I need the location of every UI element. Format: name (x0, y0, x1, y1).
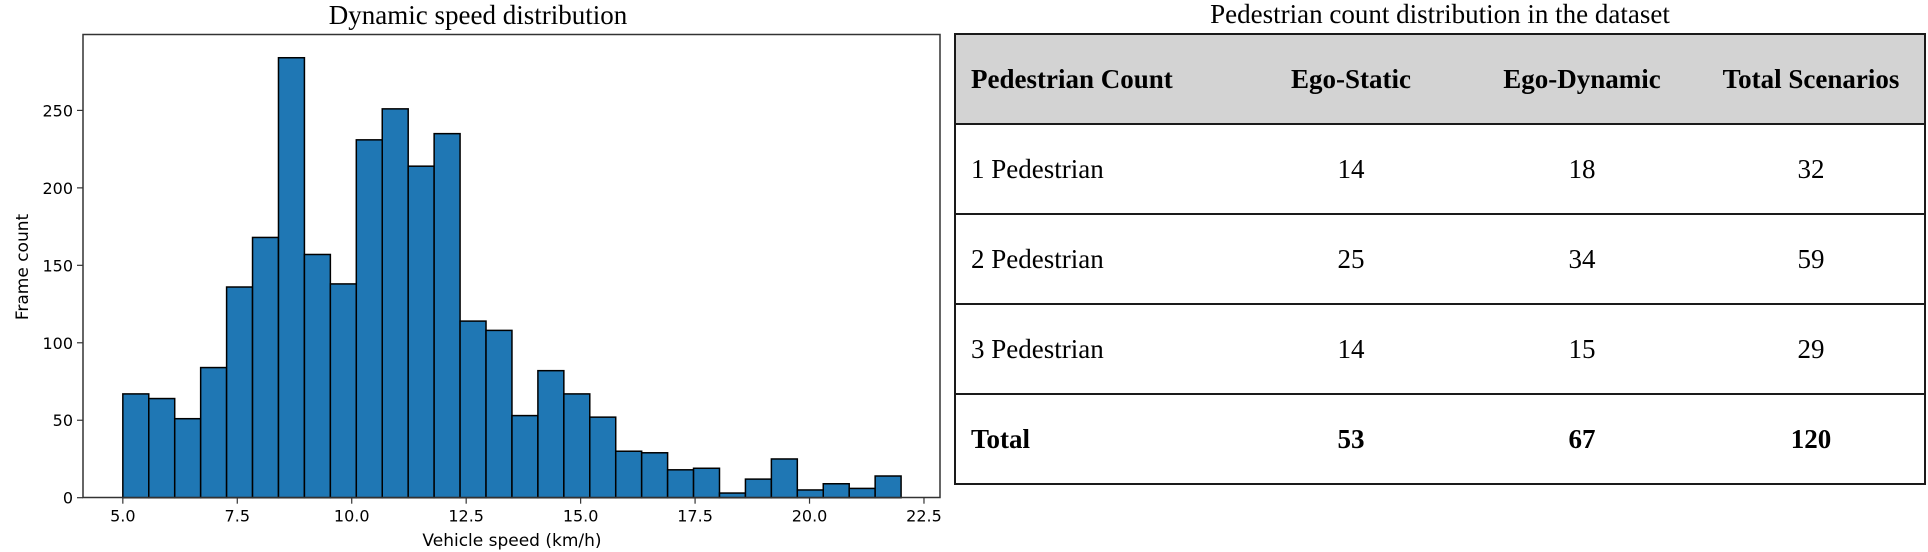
histogram-bars (122, 56, 902, 499)
x-tick-label: 20.0 (792, 507, 828, 526)
table-row: 1 Pedestrian 14 18 32 (954, 123, 1926, 215)
ego-static-value: 14 (1236, 123, 1466, 215)
header-total-scenarios: Total Scenarios (1698, 33, 1926, 125)
ego-dynamic-value: 34 (1466, 213, 1698, 305)
histogram-bar (614, 450, 643, 499)
table-title: Pedestrian count distribution in the dat… (1210, 0, 1670, 29)
histogram-bar (433, 132, 461, 499)
x-tick-label: 15.0 (563, 507, 599, 526)
histogram-bar (459, 320, 487, 499)
row-label: 3 Pedestrian (954, 303, 1236, 395)
histogram-bar (589, 416, 617, 499)
histogram-bar (537, 369, 565, 499)
table-header-row: Pedestrian Count Ego-Static Ego-Dynamic … (954, 33, 1926, 125)
histogram-bar (148, 397, 176, 499)
x-tick-label: 5.0 (110, 507, 135, 526)
total-scenarios-value: 29 (1698, 303, 1926, 395)
histogram-bar (225, 286, 254, 499)
plot-frame (82, 33, 941, 499)
histogram-bar (511, 414, 539, 499)
ego-static-value: 14 (1236, 303, 1466, 395)
y-tick-label: 100 (42, 334, 73, 353)
row-label: 1 Pedestrian (954, 123, 1236, 215)
histogram-bar (640, 452, 669, 499)
y-tick-label: 250 (42, 101, 73, 120)
histogram-bar (407, 165, 435, 499)
y-tick-label: 200 (42, 179, 73, 198)
histogram-bar (199, 366, 228, 499)
y-tick-label: 50 (53, 411, 73, 430)
histogram-chart: Dynamic speed distribution 5.0 7.5 10.0 12.… (13, 0, 942, 551)
histogram-bar (485, 329, 513, 499)
histogram-bar (173, 417, 202, 499)
ego-dynamic-value: 18 (1466, 123, 1698, 215)
histogram-bar (692, 467, 721, 499)
header-ego-static: Ego-Static (1236, 33, 1466, 125)
histogram-bar (770, 458, 799, 499)
ego-static-total: 53 (1236, 393, 1466, 485)
table-row: 3 Pedestrian 14 15 29 (954, 303, 1926, 395)
header-pedestrian-count: Pedestrian Count (954, 33, 1236, 125)
y-axis-ticks: 0 50 100 150 200 250 (42, 101, 83, 508)
histogram-bar (822, 483, 850, 499)
total-scenarios-value: 59 (1698, 213, 1926, 305)
histogram-bar (329, 283, 358, 499)
histogram-bar (848, 487, 876, 499)
ego-dynamic-value: 15 (1466, 303, 1698, 395)
row-label: 2 Pedestrian (954, 213, 1236, 305)
x-axis-ticks: 5.0 7.5 10.0 12.5 15.0 17.5 20.0 22.5 (110, 497, 942, 526)
histogram-bar (277, 56, 306, 499)
chart-title: Dynamic speed distribution (329, 0, 628, 30)
x-tick-label: 10.0 (334, 507, 370, 526)
table-row: 2 Pedestrian 25 34 59 (954, 213, 1926, 305)
x-tick-label: 17.5 (677, 507, 713, 526)
x-axis-label: Vehicle speed (km/h) (422, 531, 601, 551)
x-tick-label: 22.5 (906, 507, 942, 526)
row-label: Total (954, 393, 1236, 485)
histogram-bar (381, 108, 409, 499)
y-tick-label: 0 (63, 489, 73, 508)
total-scenarios-total: 120 (1698, 393, 1926, 485)
y-axis-label: Frame count (13, 214, 33, 321)
y-tick-label: 150 (42, 256, 73, 275)
histogram-bar (666, 469, 695, 499)
histogram-bar (251, 236, 280, 499)
histogram-bar (563, 393, 591, 499)
x-tick-label: 12.5 (448, 507, 484, 526)
histogram-bar (122, 393, 150, 499)
x-tick-label: 7.5 (225, 507, 250, 526)
histogram-bar (874, 475, 902, 499)
total-scenarios-value: 32 (1698, 123, 1926, 215)
table-total-row: Total 53 67 120 (954, 393, 1926, 485)
histogram-bar (796, 489, 825, 499)
ego-static-value: 25 (1236, 213, 1466, 305)
histogram-bar (744, 478, 773, 499)
histogram-bar (303, 253, 332, 499)
histogram-bar (355, 139, 383, 499)
pedestrian-count-table: Pedestrian Count Ego-Static Ego-Dynamic … (954, 33, 1926, 485)
ego-dynamic-total: 67 (1466, 393, 1698, 485)
header-ego-dynamic: Ego-Dynamic (1466, 33, 1698, 125)
